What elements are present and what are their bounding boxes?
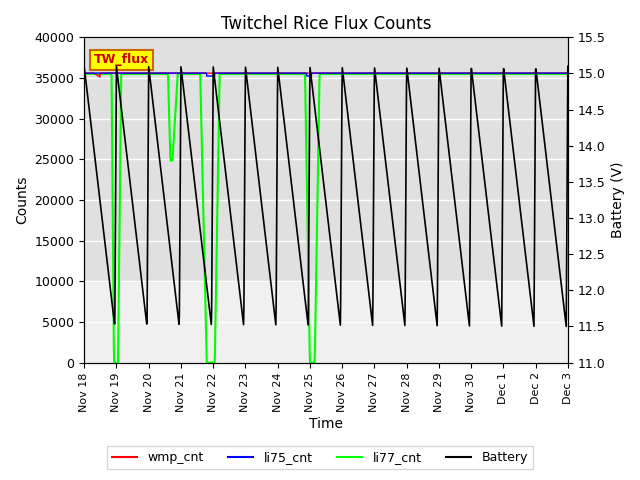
li77_cnt [138,71,145,77]
li77_cnt [356,71,364,77]
li77_cnt [110,360,118,365]
li77_cnt [118,71,125,77]
Y-axis label: Battery (V): Battery (V) [611,162,625,238]
Battery [356,210,364,216]
X-axis label: Time: Time [309,418,343,432]
li75_cnt [286,70,294,76]
li77_cnt [80,71,88,77]
wmp_cnt [564,70,572,76]
wmp_cnt [118,70,125,76]
li75_cnt [80,70,88,76]
li75_cnt [356,70,364,76]
wmp_cnt [286,70,294,76]
Text: TW_flux: TW_flux [94,53,149,66]
wmp_cnt [356,70,364,76]
li77_cnt [564,71,572,77]
Line: li77_cnt: li77_cnt [84,74,568,362]
Battery [563,324,570,329]
wmp_cnt [80,70,88,76]
Battery [296,248,303,254]
li75_cnt [138,70,145,76]
li77_cnt [305,273,312,278]
wmp_cnt [96,74,104,80]
li77_cnt [296,71,303,77]
li77_cnt [286,71,294,77]
Battery [80,63,88,69]
wmp_cnt [138,70,145,76]
li75_cnt [118,70,125,76]
Battery [304,322,312,328]
Battery [118,108,125,113]
li75_cnt [305,73,312,79]
wmp_cnt [296,70,303,76]
Title: Twitchel Rice Flux Counts: Twitchel Rice Flux Counts [221,15,431,33]
Line: Battery: Battery [84,66,568,326]
Legend: wmp_cnt, li75_cnt, li77_cnt, Battery: wmp_cnt, li75_cnt, li77_cnt, Battery [107,446,533,469]
Line: wmp_cnt: wmp_cnt [84,73,568,77]
Battery [138,275,145,280]
Battery [285,163,293,169]
Battery [564,63,572,69]
Bar [84,37,568,281]
li75_cnt [203,73,211,79]
wmp_cnt [305,70,312,76]
Y-axis label: Counts: Counts [15,176,29,224]
li75_cnt [296,70,303,76]
Line: li75_cnt: li75_cnt [84,73,568,76]
li75_cnt [564,70,572,76]
